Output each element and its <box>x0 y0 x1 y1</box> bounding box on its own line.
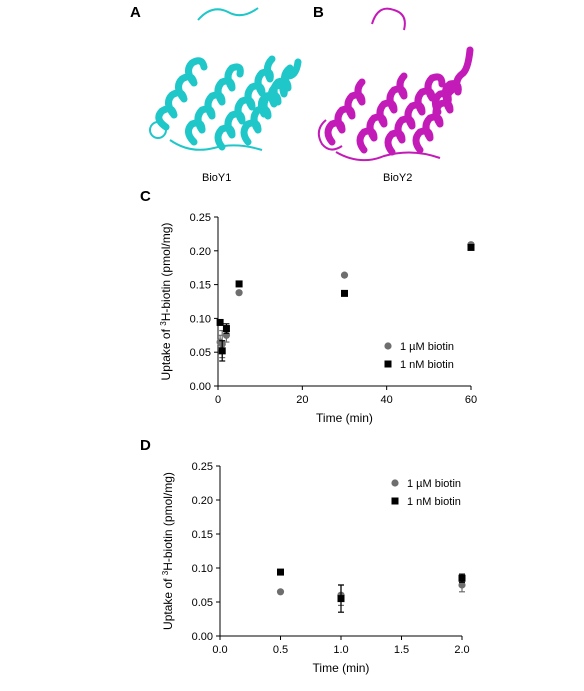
chart-d-y-tick-label: 0.15 <box>192 529 213 541</box>
bioy2-loop-left <box>317 119 343 151</box>
chart-c-y-axis-label: Uptake of 3H-biotin (pmol/mg) <box>159 223 174 381</box>
chart-c-point-1nm <box>222 325 230 333</box>
chart-c-point-1nm <box>341 289 348 297</box>
bioy2-loop-bottom <box>335 151 441 162</box>
chart-c-legend-marker-1nm <box>384 360 392 368</box>
chart-d-x-tick-label: 0.0 <box>212 644 227 656</box>
chart-c-x-tick-label: 60 <box>465 394 477 406</box>
chart-d-x-tick-label: 1.5 <box>394 644 409 656</box>
chart-d-point-1um <box>458 581 466 589</box>
chart-d-x-tick-label: 1.0 <box>333 644 348 656</box>
chart-c-point-1um <box>235 289 243 297</box>
chart-c-x-tick-label: 20 <box>296 394 308 406</box>
chart-d-legend-label: 1 µM biotin <box>407 478 461 490</box>
bioy1-helix-1 <box>155 57 208 131</box>
chart-d-y-tick-label: 0.25 <box>192 461 213 473</box>
chart-d-y-tick-label: 0.05 <box>192 597 213 609</box>
bioy1-helix-2 <box>185 63 244 146</box>
chart-c-x-axis-label: Time (min) <box>316 411 373 425</box>
chart-c-y-tick-label: 0.20 <box>190 246 211 258</box>
bioy2-caption: BioY2 <box>383 172 413 184</box>
chart-d-point-1nm <box>277 568 284 576</box>
chart-d-x-axis-label: Time (min) <box>313 661 370 675</box>
chart-c-point-1um <box>340 271 349 279</box>
chart-c-point-1nm <box>218 347 226 355</box>
chart-d-x-tick-label: 0.5 <box>273 644 288 656</box>
panel-a-letter: A <box>130 4 141 21</box>
chart-c-legend-marker-1um <box>384 342 392 350</box>
chart-d-x-tick-label: 2.0 <box>454 644 469 656</box>
chart-c-x-tick-label: 0 <box>215 394 221 406</box>
chart-c-y-tick-label: 0.10 <box>190 313 211 325</box>
chart-d-y-tick-label: 0.20 <box>192 495 213 507</box>
chart-c-y-tick-label: 0.05 <box>190 347 211 359</box>
bioy2-helix-3 <box>384 73 446 156</box>
chart-d-y-axis-label: Uptake of 3H-biotin (pmol/mg) <box>161 472 176 630</box>
chart-d-legend-marker-1um <box>391 479 399 487</box>
panel-c-letter: C <box>140 188 151 205</box>
chart-c-point-1nm <box>235 280 243 288</box>
chart-c-y-tick-label: 0.15 <box>190 280 211 292</box>
bioy2-structure-image <box>317 7 474 162</box>
panel-b-letter: B <box>313 4 324 21</box>
bioy2-helix-1 <box>324 78 366 146</box>
chart-c-point-1nm <box>467 243 475 251</box>
bioy1-structure-image <box>149 7 302 151</box>
chart-c-x-tick-label: 40 <box>381 394 393 406</box>
chart-d-point-1nm <box>337 595 345 603</box>
chart-d-point-1nm <box>458 574 466 582</box>
chart-d-legend-label: 1 nM biotin <box>407 496 461 508</box>
bioy1-helix-5 <box>257 58 302 118</box>
bioy2-helix-5 <box>431 46 474 116</box>
chart-c-legend-label: 1 µM biotin <box>400 341 454 353</box>
bioy1-helix-end <box>149 121 167 139</box>
chart-d-y-tick-label: 0.10 <box>192 563 213 575</box>
chart-d-point-1um <box>276 588 285 596</box>
chart-c-y-tick-label: 0.25 <box>190 212 211 224</box>
bioy1-caption: BioY1 <box>202 172 232 184</box>
chart-c-point-1nm <box>216 318 224 326</box>
chart-d-legend-marker-1nm <box>391 497 399 505</box>
bioy1-helix-3 <box>214 55 276 151</box>
bioy2-loop-top <box>371 7 406 31</box>
chart-c-legend-label: 1 nM biotin <box>400 359 454 371</box>
bioy1-loop-top <box>197 7 259 21</box>
bioy2-helix-2 <box>356 72 408 154</box>
bioy1-loop-bottom <box>169 139 263 151</box>
chart-d-y-tick-label: 0.00 <box>192 631 213 643</box>
bioy2-helix-4 <box>412 86 456 154</box>
chart-c-y-tick-label: 0.00 <box>190 381 211 393</box>
panel-d-letter: D <box>140 437 151 454</box>
